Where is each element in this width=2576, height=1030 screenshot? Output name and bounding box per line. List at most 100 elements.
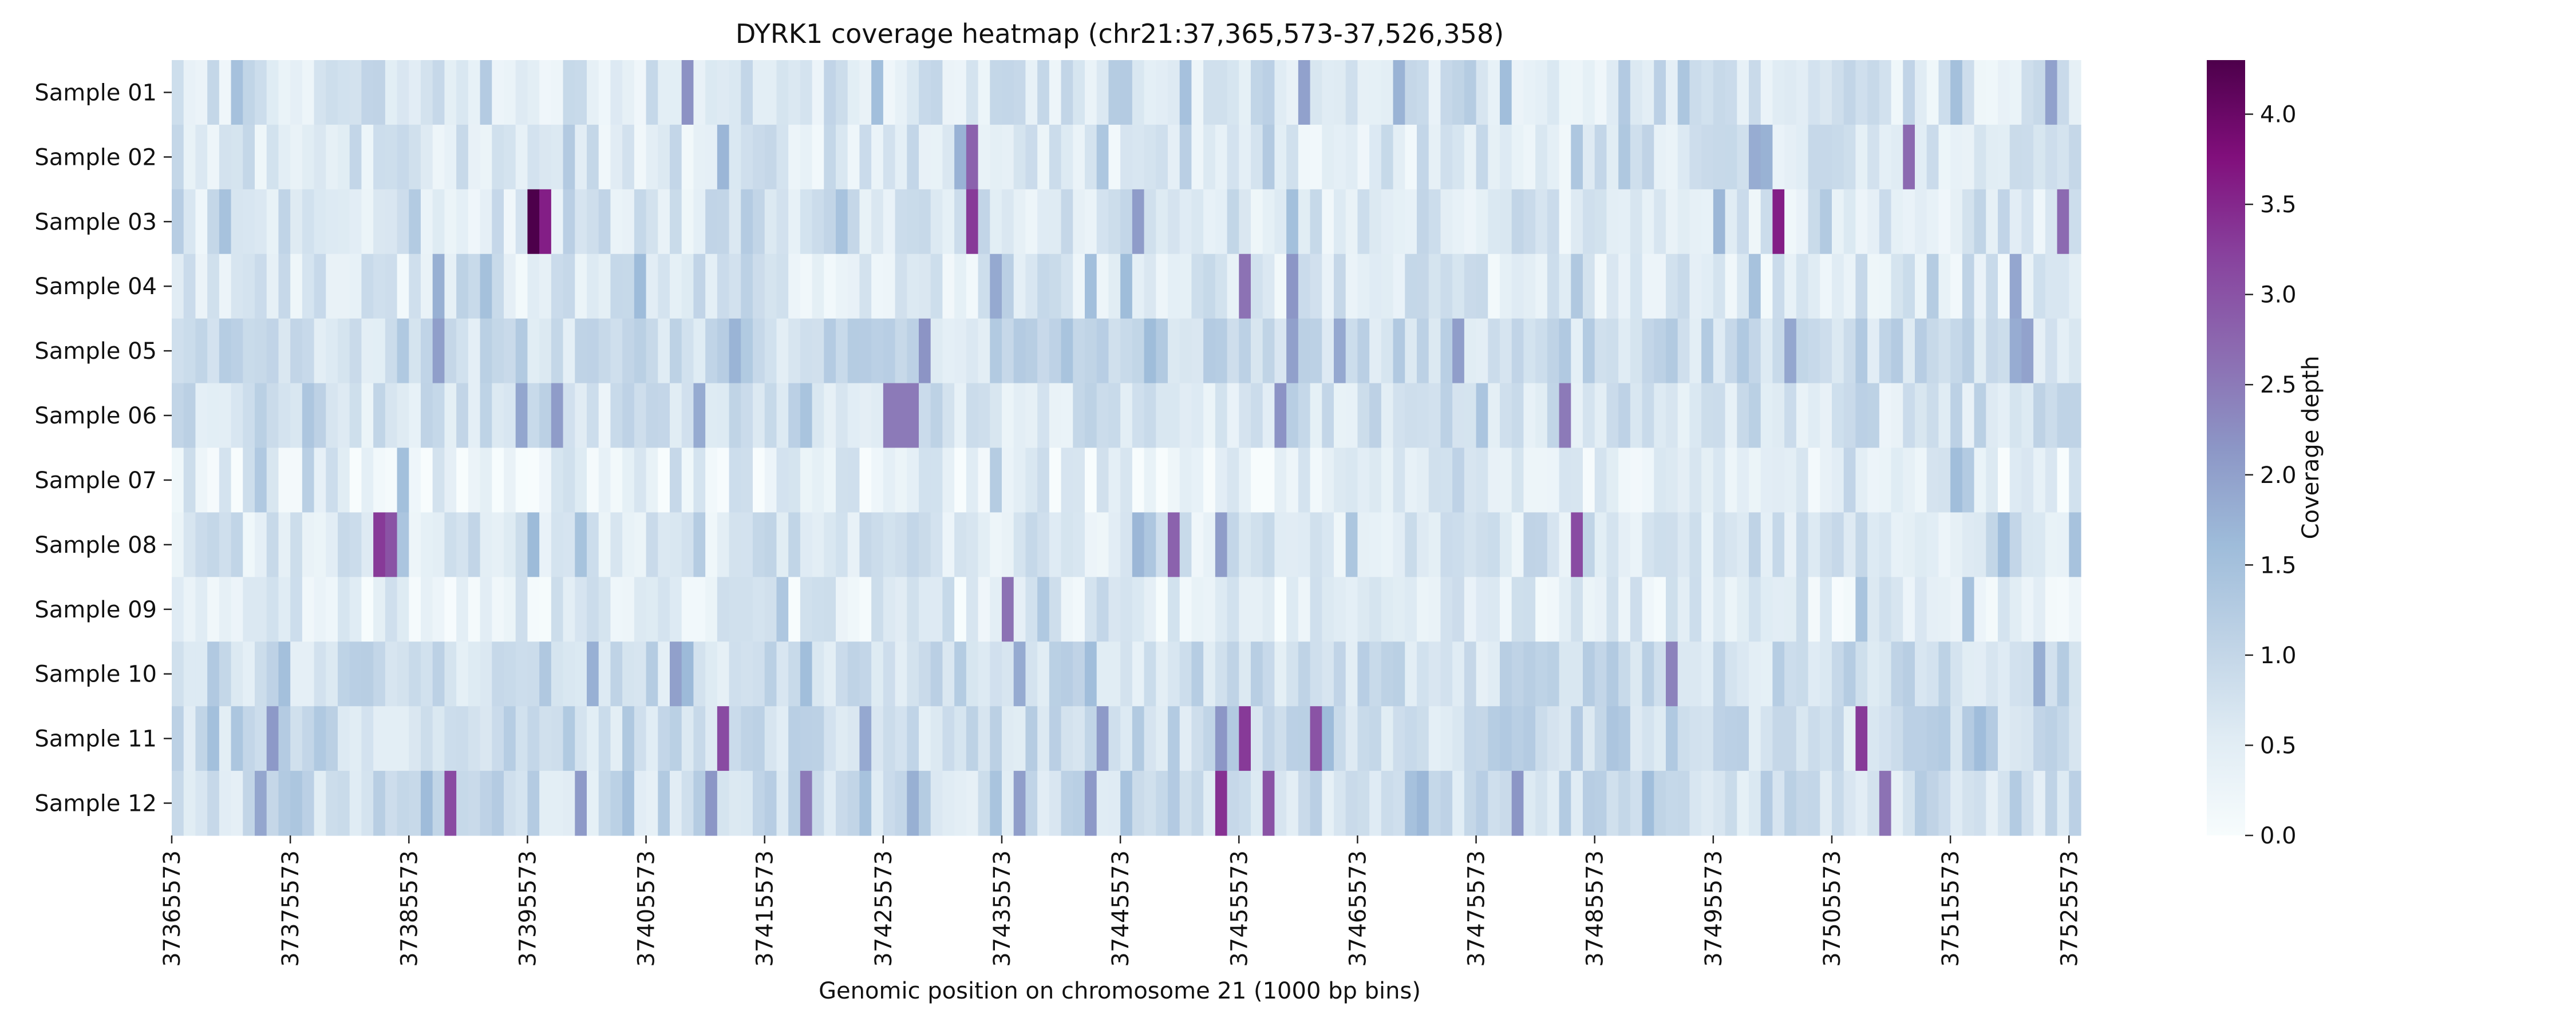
- heatmap-cell: [2033, 771, 2046, 836]
- heatmap-cell: [1108, 124, 1121, 190]
- heatmap-cell: [1156, 318, 1168, 384]
- heatmap-cell: [1974, 512, 1986, 577]
- heatmap-cell: [1784, 771, 1797, 836]
- heatmap-cell: [1666, 771, 1678, 836]
- heatmap-cell: [1132, 124, 1145, 190]
- heatmap-cell: [183, 577, 196, 642]
- heatmap-cell: [954, 447, 967, 513]
- heatmap-cell: [539, 318, 552, 384]
- heatmap-cell: [1013, 771, 1026, 836]
- heatmap-cell: [729, 512, 741, 577]
- heatmap-cell: [326, 577, 338, 642]
- heatmap-cell: [1808, 383, 1820, 449]
- heatmap-cell: [942, 253, 955, 319]
- heatmap-cell: [1334, 771, 1346, 836]
- heatmap-cell: [1334, 383, 1346, 449]
- heatmap-cell: [1654, 253, 1666, 319]
- heatmap-cell: [729, 60, 741, 125]
- heatmap-cell: [1274, 318, 1287, 384]
- heatmap-cell: [1322, 60, 1334, 125]
- heatmap-cell: [1915, 447, 1927, 513]
- heatmap-cell: [598, 512, 611, 577]
- heatmap-cell: [338, 60, 350, 125]
- heatmap-cell: [1073, 771, 1085, 836]
- heatmap-cell: [1523, 512, 1536, 577]
- heatmap-cell: [1096, 383, 1109, 449]
- heatmap-cell: [1962, 771, 1975, 836]
- heatmap-cell: [1808, 771, 1820, 836]
- heatmap-cell: [1298, 383, 1311, 449]
- heatmap-cell: [1393, 60, 1405, 125]
- heatmap-cell: [2021, 706, 2034, 771]
- heatmap-cell: [1547, 447, 1560, 513]
- heatmap-cell: [1915, 577, 1927, 642]
- heatmap-cell: [1891, 771, 1903, 836]
- heatmap-cell: [1606, 318, 1619, 384]
- heatmap-cell: [1926, 60, 1939, 125]
- heatmap-cell: [183, 318, 196, 384]
- heatmap-cell: [1108, 60, 1121, 125]
- heatmap-cell: [1215, 577, 1228, 642]
- heatmap-cell: [302, 641, 315, 707]
- heatmap-cell: [1274, 577, 1287, 642]
- heatmap-cell: [2069, 512, 2081, 577]
- heatmap-cell: [1381, 447, 1394, 513]
- heatmap-cell: [195, 512, 208, 577]
- heatmap-cell: [1784, 706, 1797, 771]
- heatmap-cell: [492, 512, 504, 577]
- heatmap-cell: [539, 706, 552, 771]
- heatmap-cell: [539, 447, 552, 513]
- heatmap-cell: [1417, 189, 1429, 255]
- heatmap-cell: [1784, 447, 1797, 513]
- heatmap-cell: [1523, 577, 1536, 642]
- heatmap-cell: [966, 60, 979, 125]
- heatmap-cell: [788, 577, 801, 642]
- heatmap-cell: [1642, 641, 1654, 707]
- heatmap-cell: [361, 771, 374, 836]
- heatmap-cell: [1974, 641, 1986, 707]
- heatmap-cell: [373, 60, 386, 125]
- heatmap-cell: [1820, 124, 1832, 190]
- heatmap-cell: [2045, 706, 2058, 771]
- heatmap-cell: [1630, 447, 1643, 513]
- heatmap-cell: [1286, 771, 1299, 836]
- heatmap-cell: [800, 189, 813, 255]
- heatmap-cell: [492, 124, 504, 190]
- heatmap-cell: [385, 318, 398, 384]
- heatmap-cell: [1262, 189, 1275, 255]
- heatmap-cell: [563, 383, 575, 449]
- heatmap-cell: [1677, 60, 1690, 125]
- heatmap-cell: [942, 512, 955, 577]
- heatmap-cell: [990, 706, 1002, 771]
- heatmap-cell: [681, 447, 694, 513]
- heatmap-cell: [1452, 447, 1465, 513]
- heatmap-cell: [432, 512, 445, 577]
- heatmap-cell: [1393, 771, 1405, 836]
- heatmap-cell: [1666, 60, 1678, 125]
- heatmap-cell: [1132, 577, 1145, 642]
- heatmap-cell: [658, 512, 670, 577]
- heatmap-cell: [326, 189, 338, 255]
- heatmap-cell: [1606, 447, 1619, 513]
- heatmap-cell: [954, 771, 967, 836]
- heatmap-cell: [1559, 447, 1571, 513]
- heatmap-cell: [1405, 512, 1417, 577]
- heatmap-cell: [681, 512, 694, 577]
- heatmap-cell: [1085, 706, 1097, 771]
- heatmap-cell: [1820, 577, 1832, 642]
- heatmap-cell: [717, 641, 730, 707]
- heatmap-cell: [1488, 706, 1500, 771]
- heatmap-cell: [836, 253, 848, 319]
- heatmap-cell: [776, 189, 789, 255]
- heatmap-cell: [1832, 383, 1844, 449]
- heatmap-cell: [1891, 124, 1903, 190]
- heatmap-cell: [1251, 447, 1263, 513]
- heatmap-cell: [1760, 706, 1773, 771]
- heatmap-cell: [788, 706, 801, 771]
- row-label: Sample 06: [34, 403, 157, 429]
- colorbar-tick-label: 0.0: [2260, 823, 2297, 849]
- heatmap-cell: [2009, 771, 2022, 836]
- heatmap-cell: [1903, 771, 1915, 836]
- heatmap-cell: [693, 383, 706, 449]
- heatmap-cell: [1488, 318, 1500, 384]
